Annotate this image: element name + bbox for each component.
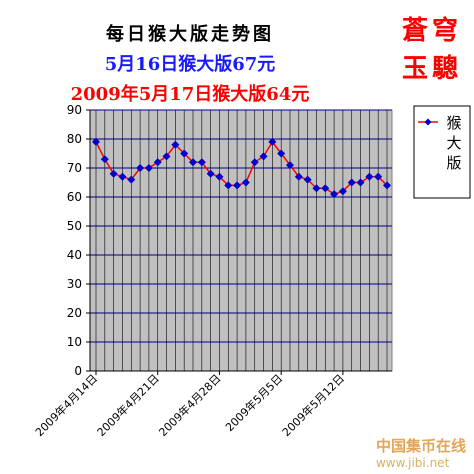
- data-point: [294, 172, 303, 181]
- data-point: [100, 155, 109, 164]
- watermark: 中国集币在线 www.jibi.net: [376, 435, 466, 470]
- data-point: [259, 152, 268, 161]
- data-point: [127, 175, 136, 184]
- plot-area: [89, 109, 393, 372]
- x-tick-label: 2009年4月28日: [156, 371, 224, 439]
- data-point: [365, 172, 374, 181]
- data-point: [321, 184, 330, 193]
- data-point: [330, 190, 339, 199]
- data-point: [224, 181, 233, 190]
- data-point: [197, 158, 206, 167]
- watermark-name: 中国集币在线: [375, 437, 466, 455]
- y-tick-label: 90: [67, 103, 82, 117]
- brand-name-1: 蒼穹: [401, 16, 462, 46]
- legend-label: 大: [446, 134, 461, 152]
- data-point: [277, 149, 286, 158]
- data-point: [206, 169, 215, 178]
- x-tick-label: 2009年5月5日: [222, 371, 285, 434]
- legend-label: 猴: [446, 114, 461, 132]
- y-tick-label: 20: [67, 306, 82, 320]
- legend-marker: [424, 118, 432, 126]
- x-tick-label: 2009年4月14日: [32, 371, 100, 439]
- x-tick-label: 2009年5月12日: [279, 371, 347, 439]
- y-tick-label: 0: [74, 364, 82, 378]
- data-point: [171, 140, 180, 149]
- data-point: [91, 137, 101, 146]
- data-point: [268, 137, 277, 146]
- y-tick-label: 70: [67, 161, 82, 175]
- legend-label: 版: [446, 154, 461, 172]
- data-point: [250, 158, 259, 167]
- data-point: [338, 187, 347, 196]
- data-point: [356, 178, 365, 187]
- data-point: [144, 163, 153, 173]
- data-point: [109, 169, 118, 178]
- data-point: [153, 158, 162, 167]
- data-point: [374, 172, 383, 181]
- data-point: [136, 163, 145, 173]
- data-point: [241, 178, 250, 187]
- y-tick-label: 30: [67, 277, 82, 291]
- series-line: [95, 140, 388, 195]
- y-tick-label: 60: [67, 190, 82, 204]
- y-tick-label: 10: [67, 335, 82, 349]
- watermark-url: www.jibi.net: [375, 456, 450, 470]
- data-point: [118, 172, 127, 181]
- subtitle-may17: 2009年5月17日猴大版64元: [70, 84, 310, 105]
- y-tick-label: 40: [67, 248, 82, 262]
- data-point: [312, 184, 321, 193]
- legend-box: [413, 105, 471, 199]
- brand-name-2: 玉驄: [401, 54, 462, 84]
- data-point: [347, 178, 356, 187]
- data-point: [285, 161, 295, 170]
- data-point: [233, 181, 242, 190]
- data-point: [303, 175, 312, 184]
- data-point: [180, 149, 189, 158]
- data-point: [162, 152, 171, 161]
- y-tick-label: 80: [67, 132, 82, 146]
- chart-title: 每日猴大版走势图: [106, 24, 274, 45]
- y-tick-label: 50: [67, 219, 82, 233]
- data-point: [188, 158, 198, 167]
- x-tick-label: 2009年4月21日: [94, 371, 162, 439]
- data-point: [215, 172, 224, 181]
- subtitle-may16: 5月16日猴大版67元: [104, 54, 276, 75]
- data-point: [382, 181, 392, 190]
